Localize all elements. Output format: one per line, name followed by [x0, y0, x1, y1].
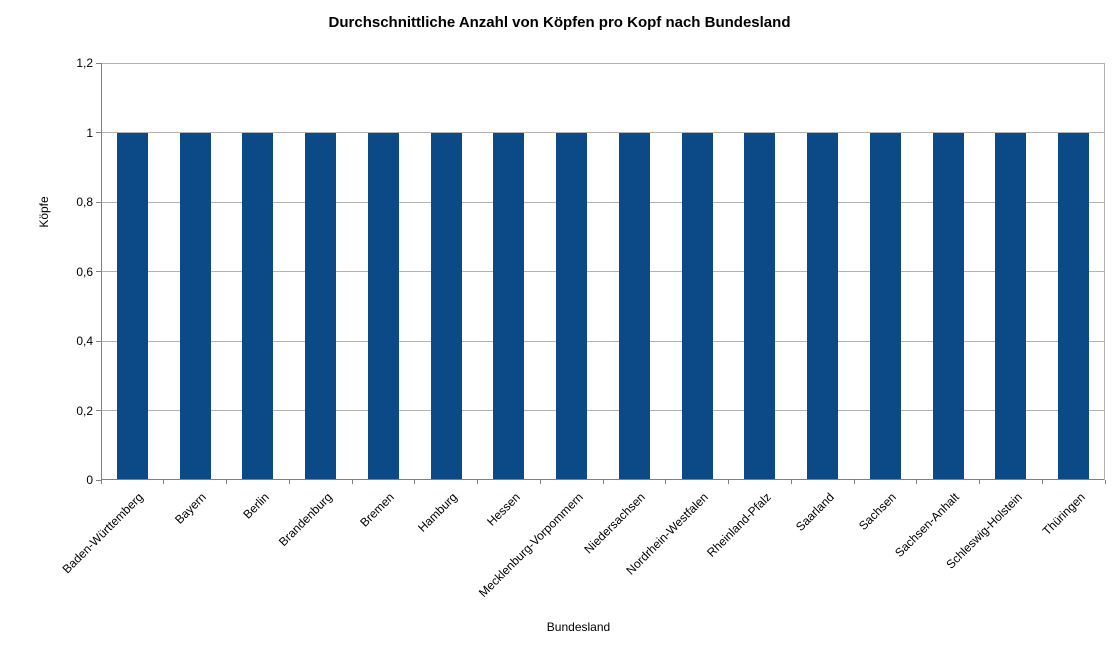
y-tick-mark — [96, 62, 101, 64]
bar-Mecklenburg-Vorpommern — [556, 132, 588, 480]
y-tick-label: 0,8 — [76, 195, 93, 209]
bar-Sachsen-Anhalt — [932, 132, 964, 480]
x-tick-mark — [916, 480, 918, 484]
y-gridline — [101, 62, 1105, 64]
y-gridline — [101, 132, 1105, 133]
bar-Rheinland-Pfalz — [744, 132, 776, 480]
x-tick-mark — [288, 480, 290, 484]
y-tick-mark — [96, 479, 101, 481]
y-tick-mark — [96, 271, 101, 272]
x-tick-mark — [665, 480, 667, 484]
y-tick-label: 0,4 — [76, 334, 93, 348]
x-tick-mark — [226, 480, 227, 484]
y-tick-label: 0,6 — [76, 264, 93, 279]
y-gridline — [101, 340, 1105, 342]
y-tick-label: 1,2 — [76, 56, 93, 70]
x-tick-mark — [100, 480, 102, 484]
x-axis-line — [101, 479, 1105, 480]
y-gridline — [101, 410, 1105, 411]
y-tick-label: 1 — [86, 125, 93, 140]
plot-right-border — [1104, 63, 1105, 480]
y-tick-label: 0 — [86, 473, 93, 487]
bar-Hamburg — [430, 132, 462, 480]
x-tick-mark — [351, 480, 353, 484]
bar-Niedersachsen — [618, 132, 650, 480]
y-axis-line — [101, 63, 102, 480]
bar-Berlin — [242, 132, 274, 480]
bar-Bremen — [367, 132, 399, 480]
bar-Saarland — [807, 132, 839, 480]
tick-marks-layer — [96, 62, 1106, 484]
bar-Hessen — [493, 132, 525, 480]
bar-Bayern — [179, 132, 211, 480]
y-tick-mark — [96, 132, 101, 133]
gridlines-layer — [101, 62, 1105, 480]
y-tick-mark — [96, 410, 101, 411]
y-gridline — [101, 271, 1105, 272]
chart-title: Durchschnittliche Anzahl von Köpfen pro … — [328, 14, 791, 31]
y-tick-mark — [96, 201, 101, 203]
x-tick-mark — [163, 480, 165, 484]
bar-Schleswig-Holstein — [995, 132, 1027, 480]
bar-Nordrhein-Westfalen — [681, 132, 713, 480]
x-tick-mark — [1041, 480, 1043, 484]
x-tick-mark — [477, 480, 478, 484]
x-axis-title: Bundesland — [546, 620, 611, 634]
y-tick-label: 0,2 — [76, 403, 93, 418]
x-tick-mark — [539, 480, 541, 484]
bar-Baden-Württemberg — [116, 132, 148, 480]
x-tick-mark — [790, 480, 792, 484]
bars-layer — [101, 63, 1105, 480]
x-tick-mark — [979, 480, 980, 484]
plot-area — [96, 62, 1106, 484]
bar-Brandenburg — [305, 132, 337, 480]
bar-Sachsen — [869, 132, 901, 480]
bar-Thüringen — [1058, 132, 1090, 480]
y-gridline — [101, 201, 1105, 203]
y-tick-mark — [96, 340, 101, 342]
x-tick-mark — [602, 480, 604, 484]
x-tick-mark — [853, 480, 855, 484]
x-tick-mark — [1104, 480, 1106, 484]
x-tick-mark — [414, 480, 416, 484]
x-tick-mark — [728, 480, 729, 484]
